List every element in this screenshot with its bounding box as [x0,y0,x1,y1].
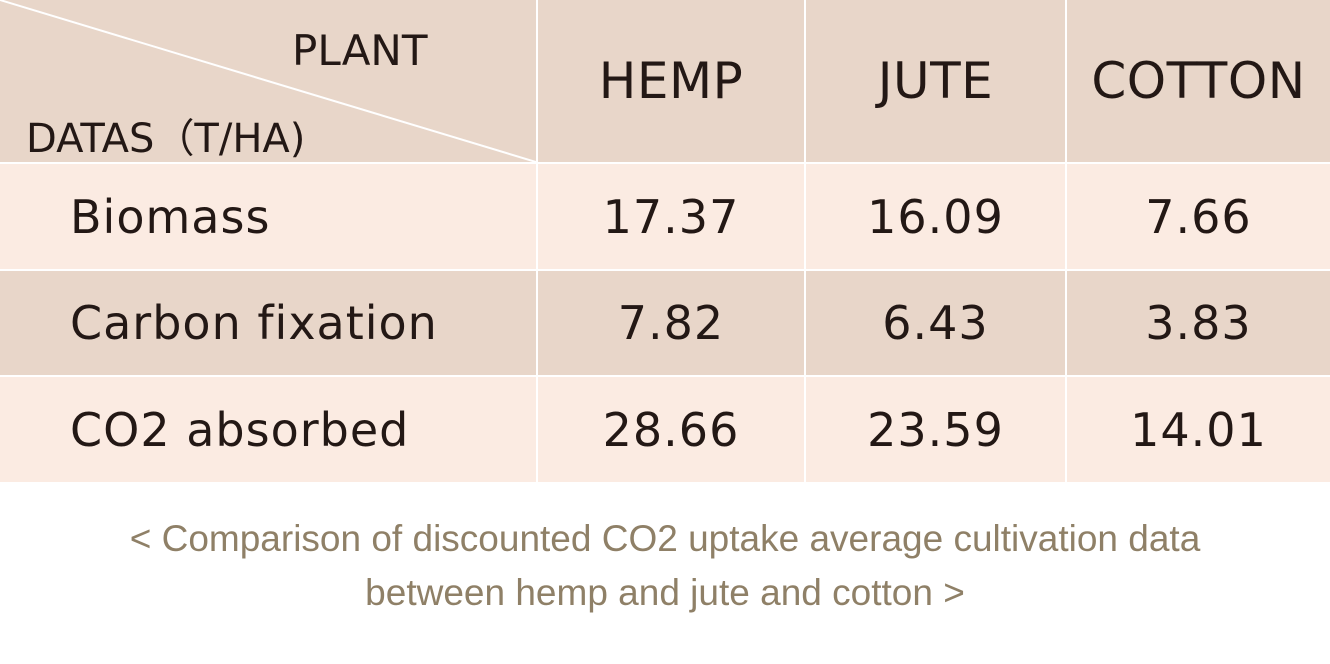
table-cell-carbon-hemp: 7.82 [538,271,804,375]
corner-header-cell: PLANT DATAS（T/HA) [0,0,536,162]
table-cell-co2-jute: 23.59 [806,377,1065,482]
row-label-biomass: Biomass [0,164,536,269]
data-table: PLANT DATAS（T/HA) HEMP JUTE COTTON Bioma… [0,0,1330,482]
caption-line-2: between hemp and jute and cotton > [365,572,965,613]
corner-datas-label: DATAS（T/HA) [26,116,306,162]
corner-diagonal-line [0,0,536,162]
corner-plant-label: PLANT [292,26,428,75]
table-cell-co2-hemp: 28.66 [538,377,804,482]
table-cell-carbon-jute: 6.43 [806,271,1065,375]
table-cell-carbon-cotton: 3.83 [1067,271,1330,375]
table-cell-biomass-cotton: 7.66 [1067,164,1330,269]
table-caption: < Comparison of discounted CO2 uptake av… [0,512,1330,620]
column-header-hemp: HEMP [538,0,804,162]
row-label-co2-absorbed: CO2 absorbed [0,377,536,482]
row-label-carbon-fixation: Carbon fixation [0,271,536,375]
table-cell-biomass-hemp: 17.37 [538,164,804,269]
column-header-cotton: COTTON [1067,0,1330,162]
column-header-jute: JUTE [806,0,1065,162]
table-cell-biomass-jute: 16.09 [806,164,1065,269]
table-cell-co2-cotton: 14.01 [1067,377,1330,482]
caption-line-1: < Comparison of discounted CO2 uptake av… [129,518,1201,559]
